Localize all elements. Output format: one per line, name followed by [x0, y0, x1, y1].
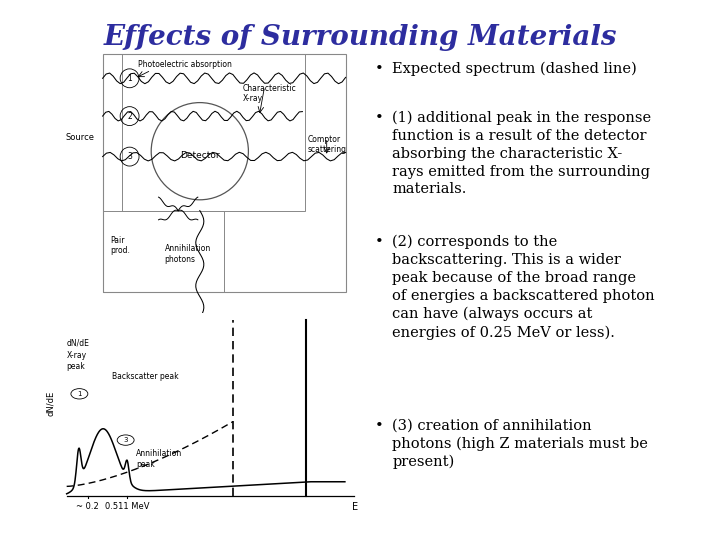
Text: Characteristic
X-ray: Characteristic X-ray [243, 84, 297, 103]
Bar [103, 211, 224, 292]
Text: 0.511 MeV: 0.511 MeV [105, 502, 150, 511]
Text: X-ray
peak: X-ray peak [67, 351, 87, 370]
Text: (1) additional peak in the response
function is a result of the detector
absorbi: (1) additional peak in the response func… [392, 111, 652, 197]
Text: Source: Source [66, 133, 94, 142]
Text: dN/dE: dN/dE [45, 390, 55, 416]
Text: •: • [374, 418, 383, 433]
Text: Annihilation
photons: Annihilation photons [165, 244, 211, 264]
Text: 1: 1 [77, 391, 81, 397]
Text: Photoelectric absorption: Photoelectric absorption [138, 60, 232, 69]
Text: 3: 3 [123, 437, 128, 443]
Bar [103, 54, 346, 292]
Bar [122, 54, 305, 211]
Text: 1: 1 [127, 74, 132, 83]
Text: Backscatter peak: Backscatter peak [112, 372, 179, 381]
Text: Comptor
scattering: Comptor scattering [308, 135, 347, 154]
Text: (3) creation of annihilation
photons (high Z materials must be
present): (3) creation of annihilation photons (hi… [392, 418, 648, 469]
Text: Effects of Surrounding Materials: Effects of Surrounding Materials [103, 24, 617, 51]
Text: Annihilation
peak: Annihilation peak [136, 449, 182, 469]
Text: ~ 0.2: ~ 0.2 [76, 502, 99, 511]
Text: Pair
prod.: Pair prod. [111, 236, 130, 255]
Text: •: • [374, 62, 383, 76]
Text: Expected spectrum (dashed line): Expected spectrum (dashed line) [392, 62, 637, 77]
Text: 3: 3 [127, 152, 132, 161]
Text: (2) corresponds to the
backscattering. This is a wider
peak because of the broad: (2) corresponds to the backscattering. T… [392, 235, 655, 340]
Text: E: E [352, 502, 359, 512]
Text: 2: 2 [127, 112, 132, 120]
Text: •: • [374, 235, 383, 249]
Text: Detector: Detector [180, 151, 220, 160]
Text: •: • [374, 111, 383, 125]
Text: dN/dE: dN/dE [67, 338, 89, 347]
